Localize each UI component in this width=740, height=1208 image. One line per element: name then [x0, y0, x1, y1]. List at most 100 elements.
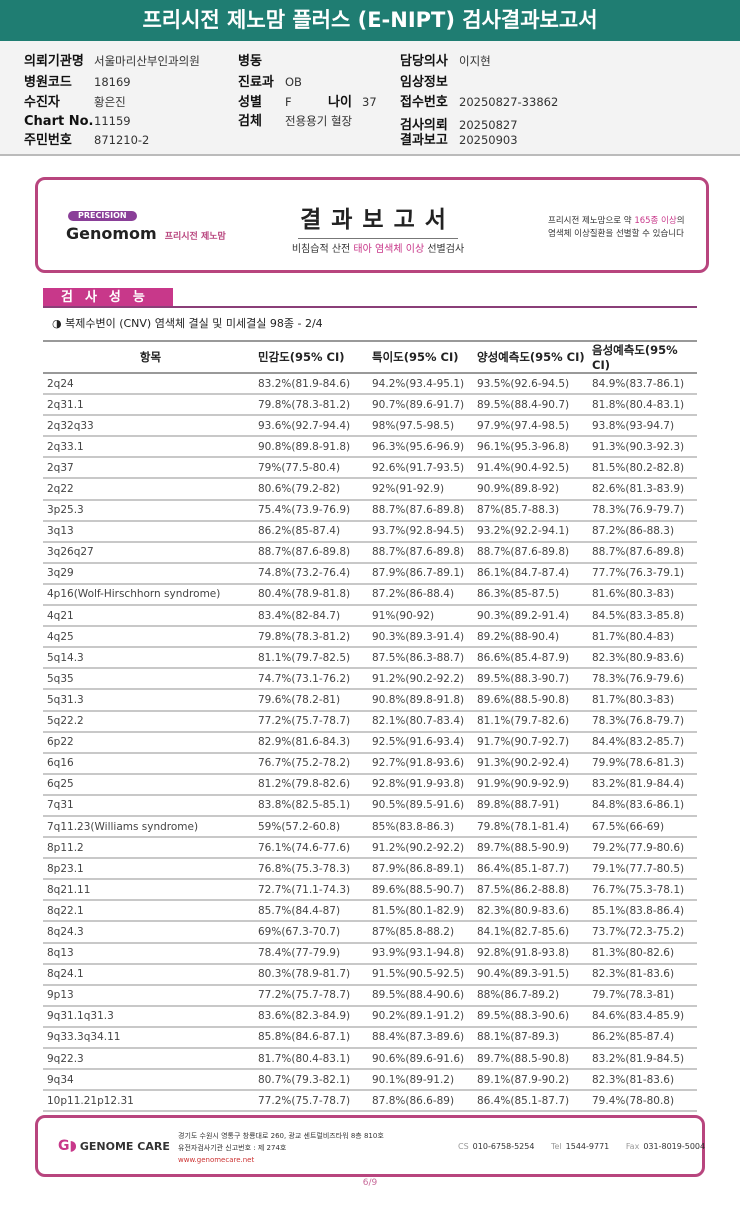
- table-row: 3p25.3 75.4%(73.9-76.9) 88.7%(87.6-89.8) 87…: [43, 499, 697, 522]
- receipt-field: 접수번호 20250827-33862: [400, 91, 558, 110]
- cell-value: 81.2%(79.8-82.6): [254, 773, 368, 796]
- cell-value: 91%(90-92): [368, 605, 473, 628]
- cell-value: 79.8%(78.1-81.4): [473, 815, 588, 839]
- cell-value: 84.8%(83.6-86.1): [588, 794, 697, 817]
- contact-info: CS 010-6758-5254 Tel 1544-9771 Fax 031-8019…: [458, 1142, 719, 1151]
- table-row: 9q34 80.7%(79.3-82.1) 90.1%(89-91.2) 89.1%(…: [43, 1069, 697, 1092]
- website-link[interactable]: www.genomecare.net: [178, 1156, 255, 1164]
- label: 담당의사: [400, 54, 448, 69]
- table-row: 5q14.3 81.1%(79.7-82.5) 87.5%(86.3-88.7) 86…: [43, 647, 697, 670]
- cell-value: 90.7%(89.6-91.7): [368, 394, 473, 417]
- table-row: 2q32q33 93.6%(92.7-94.4) 98%(97.5-98.5) 97.…: [43, 415, 697, 438]
- cell-value: 92.8%(91.8-93.8): [473, 942, 588, 965]
- cell-value: 87%(85.7-88.3): [473, 499, 588, 522]
- cell-value: 81.7%(80.4-83.1): [254, 1048, 368, 1071]
- cell-value: 81.1%(79.7-82.6): [473, 710, 588, 733]
- cell-item: 5q22.2: [43, 710, 254, 733]
- cell-value: 80.6%(79.2-82): [254, 478, 368, 501]
- text: 프리시전 제노맘으로 약: [548, 216, 635, 226]
- cell-value: 89.2%(88-90.4): [473, 626, 588, 649]
- label: Tel: [550, 1142, 562, 1151]
- code-field: 병원코드 18169: [24, 71, 131, 90]
- cell-item: 8q21.11: [43, 879, 254, 902]
- cell-item: 3p25.3: [43, 499, 254, 522]
- cell-value: 88.4%(87.3-89.6): [368, 1026, 473, 1050]
- table-header-row: 항목 민감도(95% CI) 특이도(95% CI) 양성예측도(95% CI)…: [43, 340, 697, 374]
- cell-value: 89.8%(88.7-91): [473, 794, 588, 817]
- cell-value: 83.2%(81.9-84.4): [588, 773, 697, 796]
- cell-value: 83.4%(82-84.7): [254, 605, 368, 628]
- cell-value: 86.6%(85.4-87.9): [473, 647, 588, 670]
- cell-value: 81.5%(80.1-82.9): [368, 900, 473, 923]
- cell-value: 79.7%(78.3-81): [588, 984, 697, 1007]
- cell-value: 80.4%(78.9-81.8): [254, 583, 368, 607]
- cell-value: 96.1%(95.3-96.8): [473, 436, 588, 459]
- table-row: 7q31 83.8%(82.5-85.1) 90.5%(89.5-91.6) 89.8…: [43, 794, 697, 817]
- footer: G◗ GENOME CARE 경기도 수원시 영통구 창룡대로 260, 광교 센…: [35, 1115, 705, 1177]
- cell-value: 79.2%(77.9-80.6): [588, 837, 697, 860]
- table-row: 10p11.21p12.31 77.2%(75.7-78.7) 87.8%(86.6…: [43, 1090, 697, 1113]
- cell-value: 79%(77.5-80.4): [254, 457, 368, 480]
- section-subtitle: ◑ 복제수변이 (CNV) 염색체 결실 및 미세결실 98종 - 2/4: [52, 317, 323, 330]
- cell-value: 76.1%(74.6-77.6): [254, 837, 368, 860]
- cell-item: 7q11.23(Williams syndrome): [43, 815, 254, 839]
- table-row: 6p22 82.9%(81.6-84.3) 92.5%(91.6-93.4) 91.7…: [43, 731, 697, 754]
- cell-value: 90.4%(89.3-91.5): [473, 963, 588, 986]
- label: 검사의뢰: [400, 118, 448, 133]
- cell-item: 9q31.1q31.3: [43, 1005, 254, 1028]
- col-header: 특이도(95% CI): [368, 340, 473, 374]
- cell-item: 10p11.21p12.31: [43, 1090, 254, 1113]
- text: 의: [676, 216, 685, 226]
- precision-badge: PRECISION: [68, 211, 137, 221]
- cell-value: 76.8%(75.3-78.3): [254, 858, 368, 881]
- cell-value: 87.9%(86.7-89.1): [368, 562, 473, 585]
- cell-item: 9p13: [43, 984, 254, 1007]
- cell-value: 91.9%(90.9-92.9): [473, 773, 588, 796]
- cell-item: 3q13: [43, 520, 254, 543]
- cell-value: 79.1%(77.7-80.5): [588, 858, 697, 881]
- cell-value: 84.4%(83.2-85.7): [588, 731, 697, 754]
- cell-value: 87.2%(86-88.3): [588, 520, 697, 543]
- cell-value: 89.5%(88.3-90.7): [473, 668, 588, 691]
- cell-value: 83.6%(82.3-84.9): [254, 1005, 368, 1028]
- section-title: 검사성능: [43, 288, 173, 308]
- cell-value: 83.8%(82.5-85.1): [254, 794, 368, 817]
- cell-value: 76.7%(75.3-78.1): [588, 879, 697, 902]
- cell-item: 2q24: [43, 373, 254, 396]
- value: 18169: [94, 75, 131, 89]
- cell-item: 9q34: [43, 1069, 254, 1092]
- cell-value: 92.6%(91.7-93.5): [368, 457, 473, 480]
- cell-value: 78.4%(77-79.9): [254, 942, 368, 965]
- cell-value: 77.2%(75.7-78.7): [254, 710, 368, 733]
- specimen-field: 검체 전용용기 혈장: [238, 110, 352, 129]
- table-row: 8q22.1 85.7%(84.4-87) 81.5%(80.1-82.9) 82.3…: [43, 900, 697, 923]
- cell-value: 89.7%(88.5-90.9): [473, 837, 588, 860]
- cell-item: 2q37: [43, 457, 254, 480]
- value: 11159: [94, 114, 131, 128]
- cell-value: 89.1%(87.9-90.2): [473, 1069, 588, 1092]
- cell-value: 86.2%(85-87.4): [588, 1026, 697, 1050]
- cell-value: 83.2%(81.9-84.5): [588, 1048, 697, 1071]
- value: 20250827-33862: [459, 95, 559, 109]
- table-row: 2q22 80.6%(79.2-82) 92%(91-92.9) 90.9%(89.8…: [43, 478, 697, 501]
- highlight: 165종 이상: [634, 216, 677, 226]
- request-field: 검사의뢰 20250827: [400, 114, 518, 133]
- col-header: 항목: [43, 340, 254, 374]
- cell-value: 90.3%(89.2-91.4): [473, 605, 588, 628]
- cell-item: 8p11.2: [43, 837, 254, 860]
- cell-value: 78.3%(76.8-79.7): [588, 710, 697, 733]
- cell-value: 84.5%(83.3-85.8): [588, 605, 697, 628]
- fax-number: 031-8019-5004: [643, 1142, 706, 1151]
- value: 이지현: [459, 54, 491, 68]
- table-row: 5q31.3 79.6%(78.2-81) 90.8%(89.8-91.8) 89.6…: [43, 689, 697, 712]
- cell-value: 87%(85.8-88.2): [368, 921, 473, 944]
- cell-value: 59%(57.2-60.8): [254, 815, 368, 839]
- cell-value: 86.2%(85-87.4): [254, 520, 368, 543]
- cell-value: 87.5%(86.3-88.7): [368, 647, 473, 670]
- cell-value: 89.7%(88.5-90.8): [473, 1048, 588, 1071]
- cell-value: 88.1%(87-89.3): [473, 1026, 588, 1050]
- patient-info-panel: 의뢰기관명 서울마리산부인과의원 병원코드 18169 수진자 황은진 Chart N…: [0, 41, 740, 156]
- cell-value: 91.5%(90.5-92.5): [368, 963, 473, 986]
- cell-item: 2q33.1: [43, 436, 254, 459]
- cell-value: 88.7%(87.6-89.8): [368, 541, 473, 564]
